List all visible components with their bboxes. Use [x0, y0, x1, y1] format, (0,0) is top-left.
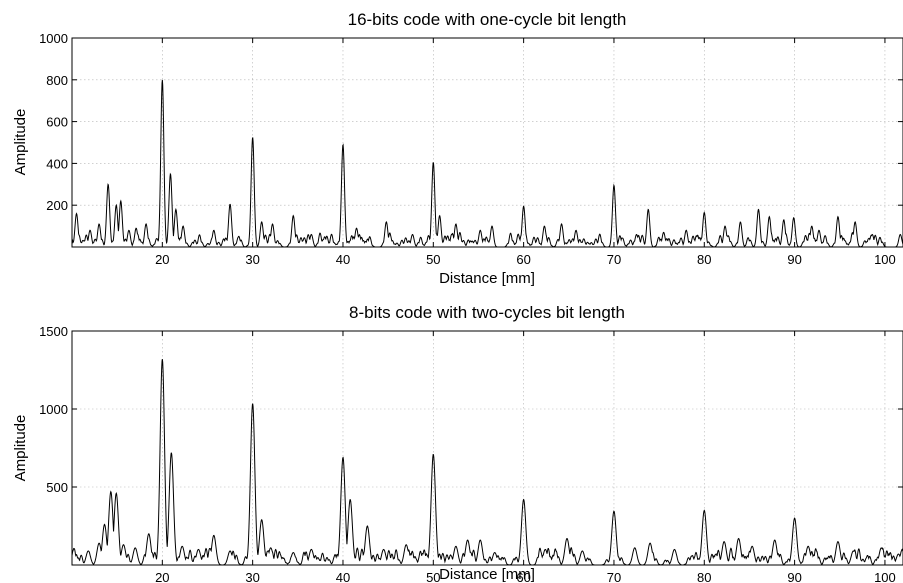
- series-line: [71, 359, 903, 566]
- x-tick-label: 30: [245, 570, 259, 583]
- x-tick-label: 50: [426, 252, 440, 267]
- chart-bottom: 8-bits code with two-cycles bit length 2…: [12, 303, 903, 583]
- x-tick-label: 30: [245, 252, 259, 267]
- y-axis-label: Amplitude: [12, 109, 29, 176]
- x-tick-label: 80: [697, 570, 711, 583]
- x-tick-label: 70: [607, 252, 621, 267]
- x-tick-label: 100: [874, 570, 896, 583]
- x-tick-label: 40: [336, 252, 350, 267]
- x-tick-label: 50: [426, 570, 440, 583]
- x-tick-label: 20: [155, 570, 169, 583]
- x-tick-label: 90: [787, 252, 801, 267]
- y-tick-label: 800: [46, 73, 68, 88]
- x-tick-label: 20: [155, 252, 169, 267]
- x-tick-label: 90: [787, 570, 801, 583]
- x-tick-label: 40: [336, 570, 350, 583]
- y-tick-label: 500: [46, 480, 68, 495]
- axis-ticks: 20 30 40 50 60 70 80 90 100 500 1000 1500: [39, 324, 903, 583]
- y-tick-label: 200: [46, 198, 68, 213]
- plot-frame: [71, 330, 903, 566]
- plot-frame: [71, 37, 903, 248]
- x-tick-label: 60: [516, 570, 530, 583]
- x-tick-label: 60: [516, 252, 530, 267]
- series-line: [71, 79, 903, 248]
- x-tick-label: 80: [697, 252, 711, 267]
- chart-top: 16-bits code with one-cycle bit length 2…: [12, 10, 903, 287]
- axis-ticks: 20 30 40 50 60 70 80 90 100 200 400 600 800 1000: [39, 31, 903, 267]
- y-axis-label: Amplitude: [12, 415, 29, 482]
- y-tick-label: 400: [46, 156, 68, 171]
- y-tick-label: 1000: [39, 31, 68, 46]
- x-tick-label: 100: [874, 252, 896, 267]
- x-axis-label: Distance [mm]: [439, 566, 535, 583]
- y-tick-label: 1000: [39, 402, 68, 417]
- chart-title: 16-bits code with one-cycle bit length: [348, 10, 627, 29]
- x-tick-label: 70: [607, 570, 621, 583]
- y-tick-label: 1500: [39, 324, 68, 339]
- chart-title: 8-bits code with two-cycles bit length: [349, 303, 625, 322]
- x-axis-label: Distance [mm]: [439, 270, 535, 287]
- y-tick-label: 600: [46, 115, 68, 130]
